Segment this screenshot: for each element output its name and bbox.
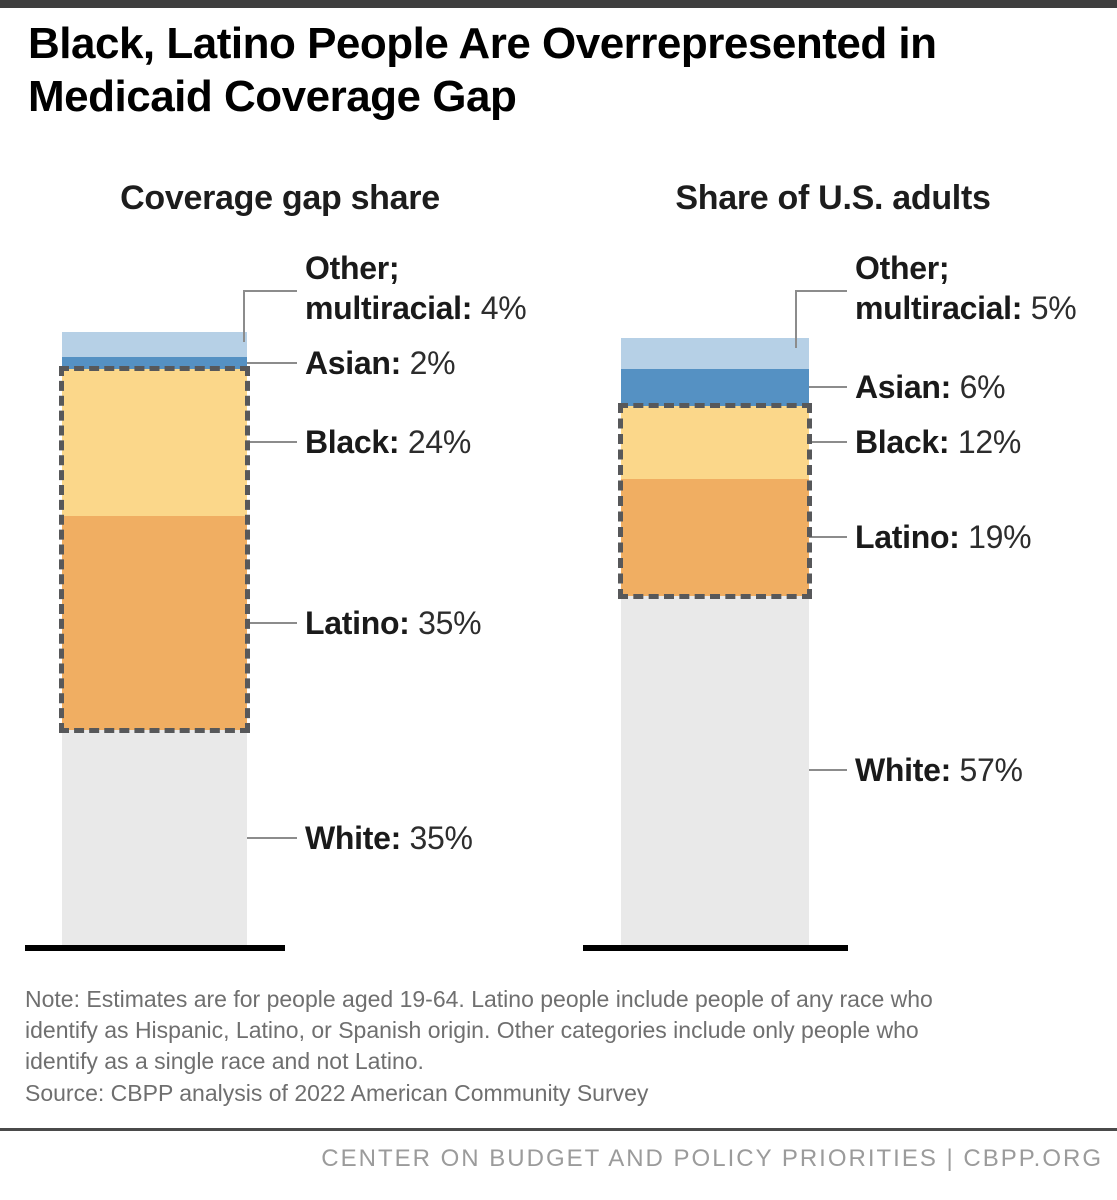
segment-label-black: Black: 24% xyxy=(305,424,471,461)
bar-segment-black xyxy=(62,368,247,516)
right-chart-title: Share of U.S. adults xyxy=(675,179,991,217)
page-title-line-2: Medicaid Coverage Gap xyxy=(28,71,517,121)
segment-label-latino: Latino: 19% xyxy=(855,519,1032,556)
note-line-3: identify as a single race and not Latino… xyxy=(25,1048,424,1074)
bar-segment-other-multiracial xyxy=(62,332,247,357)
connector-other-multiracial xyxy=(795,290,847,292)
page-title-line-1: Black, Latino People Are Overrepresented… xyxy=(28,19,937,68)
connector-asian xyxy=(247,361,297,364)
note-line-1: Note: Estimates are for people aged 19-6… xyxy=(25,986,933,1012)
footer-branding: CENTER ON BUDGET AND POLICY PRIORITIES |… xyxy=(321,1145,1103,1172)
bar-segment-white xyxy=(621,595,809,945)
dashed-highlight-box xyxy=(59,365,250,734)
segment-label-white: White: 57% xyxy=(855,752,1023,789)
bar-segment-latino xyxy=(62,515,247,731)
bar-segment-asian xyxy=(62,356,247,369)
segment-label-asian: Asian: 2% xyxy=(305,344,456,381)
page-title: Black, Latino People Are Overrepresented… xyxy=(28,18,1100,124)
note-line-2: identify as Hispanic, Latino, or Spanish… xyxy=(25,1017,919,1043)
segment-label-other-multiracial: Other; multiracial: 5% xyxy=(855,250,1077,326)
connector-black xyxy=(809,441,847,444)
segment-label-black: Black: 12% xyxy=(855,424,1021,461)
connector-asian xyxy=(809,386,847,389)
connector-other-multiracial xyxy=(243,290,245,342)
note-text: Note: Estimates are for people aged 19-6… xyxy=(25,984,1100,1077)
segment-label-latino: Latino: 35% xyxy=(305,605,482,642)
connector-latino xyxy=(809,536,847,539)
connector-latino xyxy=(247,622,297,625)
source-text: Source: CBPP analysis of 2022 American C… xyxy=(25,1080,649,1106)
connector-white xyxy=(809,769,847,772)
connector-other-multiracial xyxy=(795,290,797,349)
bar-segment-other-multiracial xyxy=(621,338,809,369)
bar-baseline xyxy=(25,945,285,951)
segment-label-white: White: 35% xyxy=(305,819,473,856)
connector-white xyxy=(247,836,297,839)
bar-segment-white xyxy=(62,730,247,945)
segment-label-asian: Asian: 6% xyxy=(855,369,1006,406)
bar-segment-black xyxy=(621,405,809,480)
bar-segment-asian xyxy=(621,368,809,406)
bar-segment-latino xyxy=(621,479,809,596)
segment-label-other-multiracial: Other; multiracial: 4% xyxy=(305,250,527,326)
connector-black xyxy=(247,441,297,444)
left-chart-title: Coverage gap share xyxy=(120,179,440,217)
footer-divider xyxy=(0,1128,1117,1131)
top-accent-strip xyxy=(0,0,1117,8)
bar-baseline xyxy=(583,945,848,951)
connector-other-multiracial xyxy=(243,290,297,292)
dashed-highlight-box xyxy=(618,402,812,599)
